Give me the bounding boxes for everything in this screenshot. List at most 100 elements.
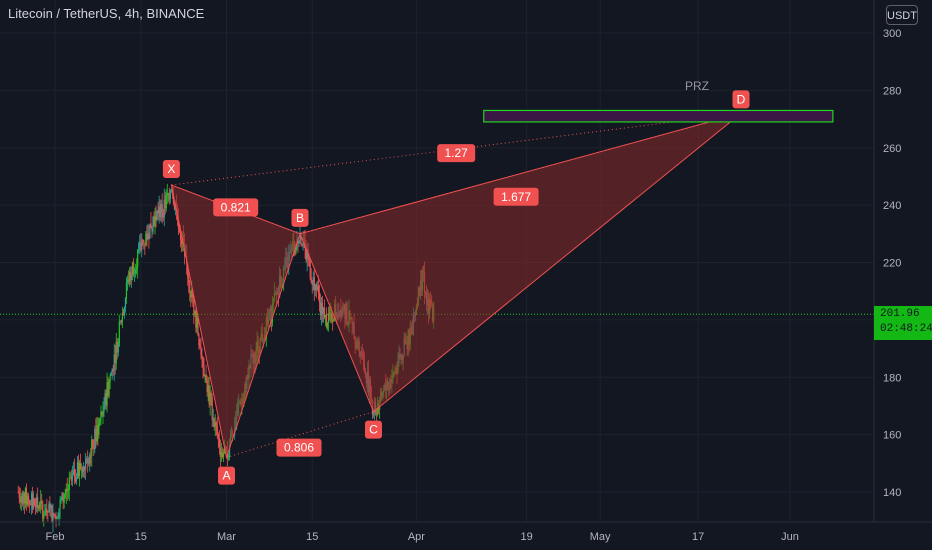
candle-body — [120, 320, 122, 323]
point-label-c: C — [369, 423, 378, 437]
candle-body — [295, 243, 297, 254]
candle-body — [103, 406, 105, 412]
candle-body — [55, 515, 57, 519]
candle-body — [153, 217, 155, 227]
candle-body — [194, 310, 196, 315]
candle-body — [90, 455, 92, 457]
x-tick-label: Jun — [781, 531, 799, 543]
candle-body — [142, 239, 144, 241]
candle-body — [177, 218, 180, 229]
candle-body — [21, 496, 23, 504]
candle-body — [315, 284, 317, 290]
candle-body — [172, 194, 175, 204]
candle-body — [89, 455, 91, 464]
candle-body — [319, 302, 322, 316]
candle-body — [48, 504, 50, 513]
candle-body — [50, 505, 52, 509]
candle-body — [312, 277, 314, 285]
candle-body — [28, 501, 31, 505]
prz-rectangle — [483, 109, 834, 123]
candle-body — [72, 469, 74, 475]
candle-body — [324, 314, 327, 318]
point-label-d: D — [737, 92, 746, 106]
candle-body — [108, 382, 110, 396]
candle-body — [214, 422, 216, 428]
candle-body — [375, 413, 378, 415]
candle-body — [84, 466, 86, 470]
candle-body — [70, 477, 72, 481]
candle-body — [179, 232, 182, 240]
prz-zone: PRZ — [483, 79, 834, 123]
candle-body — [300, 233, 302, 245]
candle-body — [129, 272, 132, 280]
harmonic-pattern — [170, 112, 742, 460]
point-label-b: B — [296, 211, 304, 225]
candle-body — [152, 217, 154, 232]
candle-body — [94, 428, 96, 450]
candle-body — [101, 411, 103, 416]
symbol-title[interactable]: Litecoin / TetherUS, 4h, BINANCE — [8, 6, 205, 21]
candle-body — [332, 320, 334, 322]
candle-body — [93, 447, 95, 450]
candle-body — [95, 428, 97, 442]
candle-body — [216, 426, 218, 435]
candle-body — [56, 518, 58, 520]
candle-body — [124, 298, 127, 308]
y-tick-label: 160 — [883, 430, 901, 442]
candle-body — [306, 249, 308, 261]
candle-body — [326, 323, 329, 328]
candle-body — [206, 381, 208, 392]
candle-body — [114, 354, 116, 364]
candle-body — [121, 312, 123, 323]
candle-body — [219, 448, 221, 458]
candle-body — [79, 463, 82, 469]
candle-body — [168, 193, 170, 200]
candle-body — [208, 385, 210, 405]
candle-body — [99, 418, 101, 422]
candle-body — [62, 492, 64, 503]
candle-body — [19, 497, 21, 503]
x-tick-label: 19 — [521, 531, 533, 543]
candle-body — [314, 284, 316, 291]
candle-body — [316, 286, 318, 290]
candle-body — [49, 504, 51, 509]
candle-body — [97, 425, 99, 435]
candle-body — [201, 355, 203, 358]
candle-body — [82, 466, 85, 472]
candle-body — [61, 492, 63, 500]
candle-body — [202, 357, 204, 368]
currency-badge[interactable]: USDT — [886, 5, 918, 25]
pattern-triangle-xab — [170, 184, 301, 460]
candle-body — [327, 313, 330, 324]
candle-body — [45, 508, 47, 515]
candle-body — [24, 488, 26, 504]
candle-body — [138, 244, 140, 250]
candle-body — [140, 242, 142, 251]
y-tick-label: 280 — [883, 85, 901, 97]
ratio-line-bd — [299, 112, 742, 235]
candle-body — [65, 488, 67, 494]
candle-body — [223, 450, 226, 454]
candle-body — [141, 239, 143, 251]
candle-body — [133, 262, 135, 274]
prz-label: PRZ — [685, 79, 709, 93]
candle-body — [161, 203, 163, 213]
candle-body — [67, 489, 69, 491]
ratio-label-box — [437, 144, 476, 163]
candle-body — [63, 497, 65, 503]
candle-body — [22, 492, 24, 504]
candle-body — [68, 477, 70, 490]
candle-body — [42, 503, 44, 519]
x-tick-label: Mar — [217, 531, 236, 543]
candle-body — [301, 244, 303, 246]
candle-body — [87, 458, 89, 463]
candle-body — [81, 468, 84, 472]
ratio-label: 1.27 — [445, 146, 469, 160]
ratio-label: 1.677 — [501, 190, 531, 204]
ratio-line-ac — [226, 411, 374, 459]
candle-body — [139, 242, 141, 245]
candle-body — [18, 492, 20, 498]
candle-body — [127, 279, 130, 282]
